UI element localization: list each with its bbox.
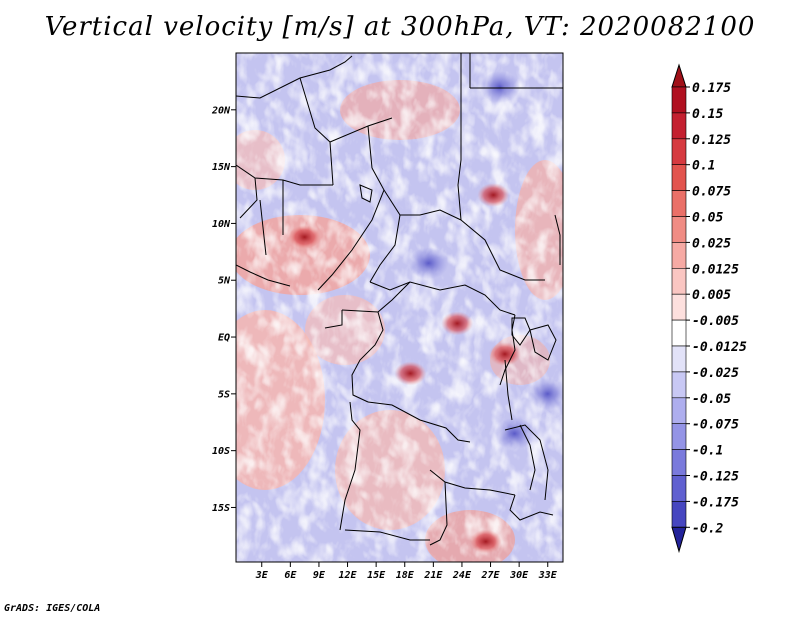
axes: 3E 6E 9E 12E 15E 18E 21E 24E 27E 30E 33E 20N 15N 10N 5… <box>211 105 558 581</box>
x-tick-label-27E: 27E <box>481 570 501 581</box>
colorbar-label-1: 0.15 <box>692 107 723 122</box>
colorbar-segment-6 <box>671 242 687 269</box>
credit-label: GrADS: IGES/COLA <box>4 603 101 614</box>
y-tick-label-5S: 5S <box>218 389 230 400</box>
x-tick-label-15E: 15E <box>367 570 386 581</box>
ascent-spot-3 <box>288 225 321 250</box>
colorbar-segment-9 <box>671 319 687 347</box>
colorbar-label-0: 0.175 <box>692 81 731 96</box>
colorbar-segment-2 <box>671 138 687 166</box>
descent-spot-7 <box>480 71 521 104</box>
colorbar-label-15: -0.125 <box>692 470 739 485</box>
y-tick-label-5N: 5N <box>218 276 231 287</box>
colorbar-segment-3 <box>671 164 687 191</box>
descent-spot-6 <box>494 417 535 450</box>
colorbar-label-16: -0.175 <box>692 495 739 510</box>
colorbar-label-12: -0.05 <box>692 392 731 407</box>
colorbar-label-9: -0.005 <box>692 314 739 329</box>
chart-title: Vertical velocity [m/s] at 300hPa, VT: 2… <box>44 12 756 42</box>
ascent-spot-4 <box>469 529 502 554</box>
field-texture-white <box>239 55 563 562</box>
colorbar-segment-0 <box>671 86 687 114</box>
colorbar-segment-11 <box>671 371 687 399</box>
y-tick-label-10S: 10S <box>212 446 230 457</box>
ascent-spot-5 <box>488 342 521 367</box>
x-tick-label-33E: 33E <box>538 570 558 581</box>
colorbar-segment-14 <box>671 449 687 476</box>
x-tick-label-9E: 9E <box>313 570 326 581</box>
colorbar-segment-5 <box>671 216 687 243</box>
colorbar-segment-1 <box>671 112 687 140</box>
colorbar-label-10: -0.0125 <box>692 340 747 355</box>
colorbar-label-5: 0.05 <box>692 211 723 226</box>
x-tick-label-12E: 12E <box>339 570 358 581</box>
y-tick-label-EQ: EQ <box>218 333 230 344</box>
colorbar-label-8: 0.005 <box>692 288 731 303</box>
colorbar-label-3: 0.1 <box>692 159 715 174</box>
colorbar-label-14: -0.1 <box>692 444 723 459</box>
x-tick-label-21E: 21E <box>423 570 443 581</box>
colorbar-segment-15 <box>671 475 687 502</box>
plot-frame <box>235 52 564 563</box>
y-tick-label-10N: 10N <box>212 219 231 230</box>
colorbar-label-4: 0.075 <box>692 185 731 200</box>
ascent-spot-1 <box>394 361 427 386</box>
x-tick-label-18E: 18E <box>396 570 415 581</box>
country-borders <box>236 53 563 546</box>
ascent-spot-2 <box>441 311 474 336</box>
y-tick-label-15N: 15N <box>212 162 231 173</box>
ascent-spot-0 <box>477 183 510 208</box>
colorbar-label-2: 0.125 <box>692 133 731 148</box>
colorbar-bottom-arrow <box>671 526 687 554</box>
colorbar-top-arrow <box>671 63 687 88</box>
x-tick-label-3E: 3E <box>255 570 269 581</box>
colorbar: 0.175 0.15 0.125 0.1 0.075 0.05 0.025 0.0125 0.0… <box>671 63 747 554</box>
colorbar-label-13: -0.075 <box>692 418 739 433</box>
colorbar-segment-16 <box>671 501 687 528</box>
y-tick-label-20N: 20N <box>211 105 231 116</box>
colorbar-label-17: -0.2 <box>692 521 723 536</box>
colorbar-segment-4 <box>671 190 687 217</box>
colorbar-segment-7 <box>671 267 687 295</box>
descent-spot-9 <box>408 247 449 280</box>
colorbar-segment-8 <box>671 293 687 321</box>
colorbar-label-6: 0.025 <box>692 236 731 251</box>
colorbar-segment-13 <box>671 423 687 450</box>
x-tick-label-24E: 24E <box>452 570 472 581</box>
descent-spot-8 <box>527 377 563 410</box>
colorbar-label-7: 0.0125 <box>692 262 739 277</box>
plot-area <box>236 53 563 562</box>
y-tick-label-15S: 15S <box>212 503 230 514</box>
x-tick-label-30E: 30E <box>509 570 529 581</box>
x-tick-label-6E: 6E <box>284 570 297 581</box>
colorbar-segment-10 <box>671 345 687 373</box>
colorbar-segment-12 <box>671 397 687 424</box>
lakes <box>359 184 557 491</box>
colorbar-label-11: -0.025 <box>692 366 739 381</box>
